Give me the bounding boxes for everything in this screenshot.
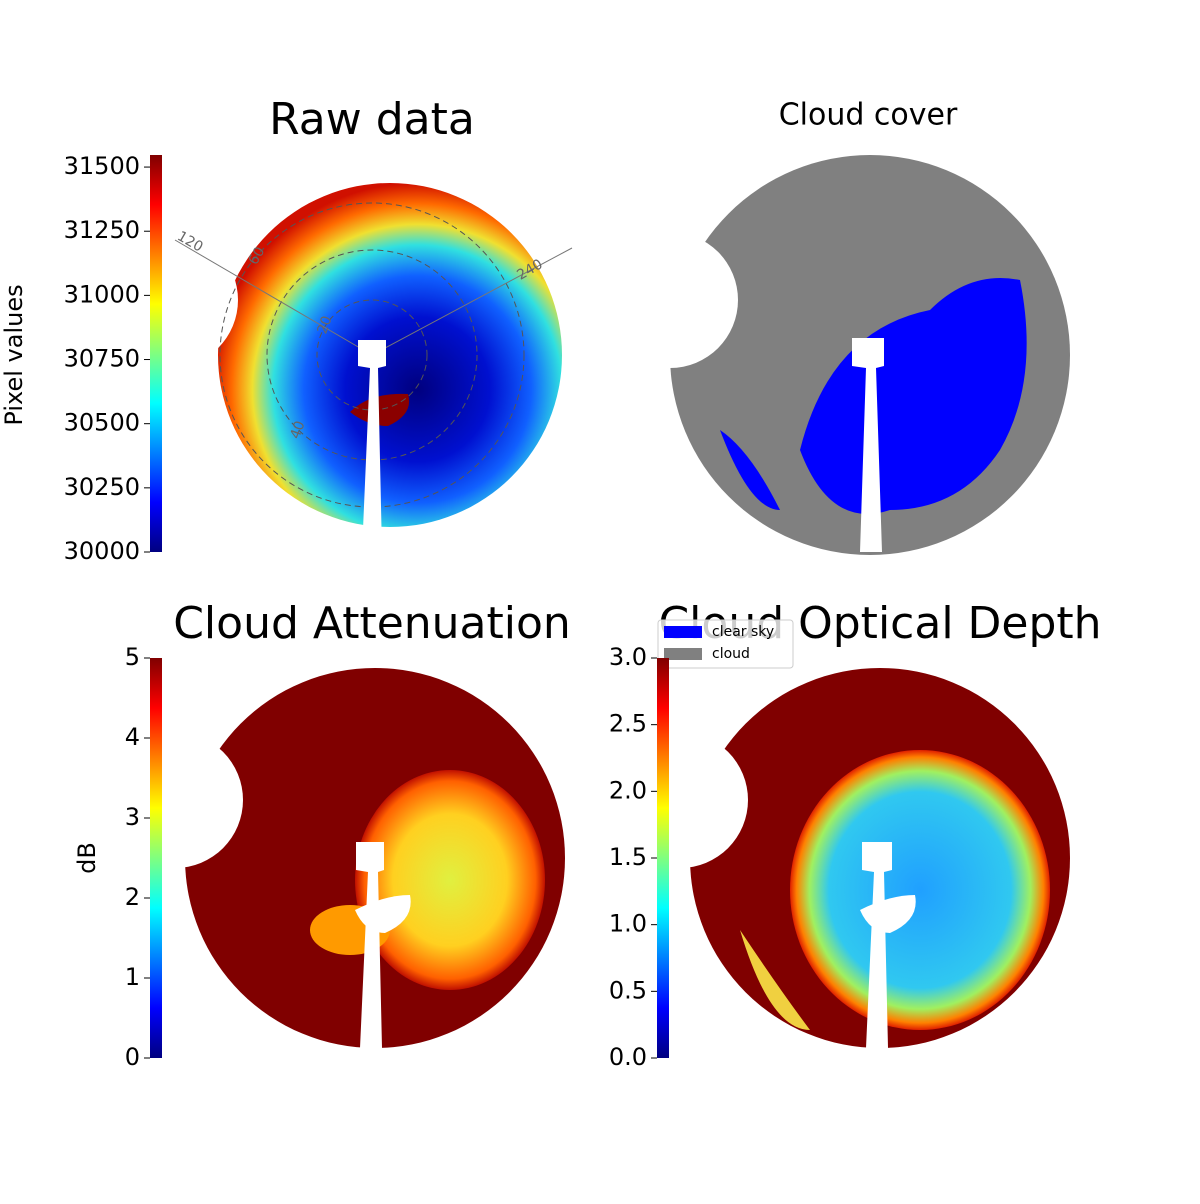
colorbar-tick-label: 31250 — [64, 216, 140, 244]
panel-title: Raw data — [269, 94, 475, 145]
panel-title: Cloud Attenuation — [173, 598, 571, 649]
colorbar-tick-label: 0 — [125, 1043, 140, 1071]
cloud-cover-image — [602, 155, 1070, 555]
colorbar-tick-label: 2.5 — [609, 710, 647, 738]
colorbar-tick-label: 1.5 — [609, 843, 647, 871]
legend-swatch — [664, 648, 702, 660]
optical-depth-image — [612, 668, 1070, 1048]
colorbar-tick-label: 4 — [125, 723, 140, 751]
attenuation-image — [107, 668, 565, 1048]
colorbar — [150, 658, 162, 1058]
colorbar-tick-label: 30250 — [64, 473, 140, 501]
colorbar — [657, 658, 669, 1058]
colorbar — [150, 155, 162, 552]
colorbar-tick-label: 30500 — [64, 409, 140, 437]
colorbar-tick-label: 31500 — [64, 152, 140, 180]
legend-label: cloud — [712, 646, 750, 662]
legend-label: clear sky — [712, 624, 774, 640]
colorbar-tick-label: 30000 — [64, 537, 140, 565]
raw-image — [102, 183, 573, 552]
legend-swatch — [664, 626, 702, 638]
colorbar-tick-label: 30750 — [64, 345, 140, 373]
colorbar-tick-label: 5 — [125, 643, 140, 671]
colorbar-tick-label: 3 — [125, 803, 140, 831]
colorbar-tick-label: 1 — [125, 963, 140, 991]
panel-title: Cloud cover — [779, 98, 958, 133]
colorbar-tick-label: 2 — [125, 883, 140, 911]
colorbar-tick-label: 0.5 — [609, 976, 647, 1004]
colorbar-tick-label: 2.0 — [609, 776, 647, 804]
ring-label: 20 — [314, 314, 335, 336]
colorbar-tick-label: 1.0 — [609, 910, 647, 938]
ring-label: 60 — [246, 244, 269, 267]
colorbar-tick-label: 0.0 — [609, 1043, 647, 1071]
colorbar-label: Pixel values — [0, 284, 28, 425]
ring-label: 40 — [287, 419, 308, 441]
colorbar-tick-label: 3.0 — [609, 643, 647, 671]
colorbar-label: dB — [73, 842, 101, 874]
colorbar-tick-label: 31000 — [64, 280, 140, 308]
